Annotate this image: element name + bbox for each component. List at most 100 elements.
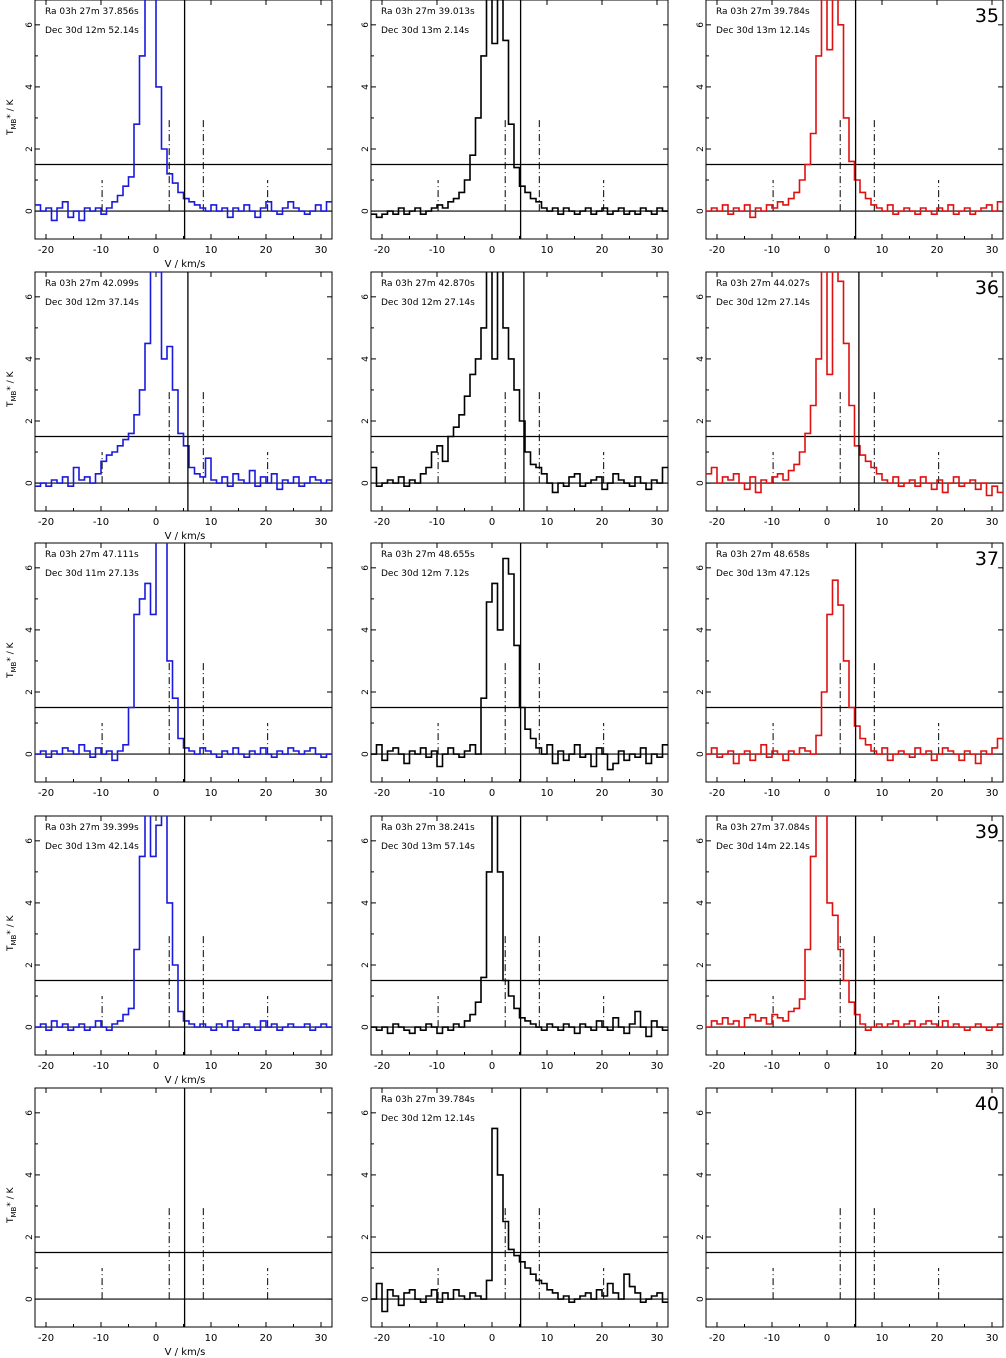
x-tick-label: -10 (93, 245, 109, 256)
x-tick-label: 10 (205, 788, 218, 799)
y-tick-label: 4 (696, 356, 706, 362)
x-tick-label: -20 (38, 517, 54, 528)
x-tick-label: 10 (876, 517, 889, 528)
x-tick-label: 20 (260, 1061, 273, 1072)
y-tick-label: 4 (696, 900, 706, 906)
y-tick-label: 2 (696, 1234, 706, 1240)
y-tick-label: 4 (361, 627, 371, 633)
x-tick-label: 0 (489, 517, 495, 528)
x-tick-label: -20 (709, 1061, 725, 1072)
x-tick-label: 20 (260, 517, 273, 528)
dec-label: Dec 30d 14m 22.14s (716, 842, 810, 852)
x-tick-label: 10 (541, 245, 554, 256)
y-tick-label: 2 (25, 418, 35, 424)
x-tick-label: 20 (596, 517, 609, 528)
x-tick-label: -20 (38, 245, 54, 256)
x-tick-label: -10 (429, 1061, 445, 1072)
y-tick-label: 6 (361, 22, 371, 28)
y-tick-label: 4 (25, 1172, 35, 1178)
y-tick-label: 6 (696, 838, 706, 844)
x-tick-label: -20 (374, 245, 390, 256)
ra-label: Ra 03h 27m 44.027s (716, 279, 810, 289)
y-axis-label: TMB* / K (6, 98, 18, 136)
ra-label: Ra 03h 27m 48.655s (381, 550, 475, 560)
spectrum-panel-r5c1: -20 -10 0 10 20 30 0 2 4 6 TMB* / K V / km/s (6, 1087, 333, 1358)
dec-label: Dec 30d 13m 42.14s (45, 842, 139, 852)
x-tick-label: 30 (986, 1061, 999, 1072)
x-axis-label: V / km/s (165, 531, 206, 542)
x-tick-label: 20 (931, 1333, 944, 1344)
y-tick-label: 6 (25, 294, 35, 300)
x-tick-label: 10 (205, 1061, 218, 1072)
spectrum-panel-r2c3: -20 -10 0 10 20 30 0 2 4 6 Ra 03h 27m 44.027s Dec 3… (696, 271, 1004, 528)
y-tick-label: 0 (361, 480, 371, 486)
dec-label: Dec 30d 13m 47.12s (716, 569, 810, 579)
spectrum-panel-r1c2: -20 -10 0 10 20 30 0 2 4 6 Ra 03h 27m 39.013s Dec 3… (361, 0, 669, 256)
x-tick-label: 20 (931, 517, 944, 528)
x-tick-label: 0 (824, 245, 830, 256)
y-tick-label: 2 (361, 146, 371, 152)
plot-frame (705, 1087, 1004, 1328)
x-tick-label: 0 (489, 1333, 495, 1344)
y-tick-label: 4 (25, 627, 35, 633)
row-number-label: 36 (975, 277, 999, 299)
x-tick-label: 30 (651, 517, 664, 528)
y-tick-label: 0 (25, 751, 35, 757)
y-tick-label: 6 (25, 1110, 35, 1116)
y-tick-label: 4 (361, 356, 371, 362)
y-tick-label: 2 (361, 418, 371, 424)
x-tick-label: 0 (153, 1061, 159, 1072)
y-axis-label: TMB* / K (6, 370, 18, 408)
ra-label: Ra 03h 27m 47.111s (45, 550, 139, 560)
x-tick-label: -10 (93, 1333, 109, 1344)
spectrum-line (706, 272, 1003, 497)
ra-label: Ra 03h 27m 37.856s (45, 7, 139, 17)
y-tick-label: 0 (696, 208, 706, 214)
y-tick-label: 2 (361, 962, 371, 968)
x-axis-label: V / km/s (165, 1075, 206, 1086)
x-tick-label: 10 (541, 1333, 554, 1344)
x-tick-label: -10 (764, 1333, 780, 1344)
dec-label: Dec 30d 12m 52.14s (45, 26, 139, 36)
spectrum-panel-r2c1: -20 -10 0 10 20 30 0 2 4 6 Ra 03h 27m 42.099s Dec 3… (6, 271, 333, 542)
x-tick-label: 30 (651, 1333, 664, 1344)
x-tick-label: -10 (429, 517, 445, 528)
x-tick-label: -10 (429, 788, 445, 799)
x-tick-label: 0 (824, 517, 830, 528)
y-tick-label: 2 (25, 146, 35, 152)
x-tick-label: -20 (709, 245, 725, 256)
dec-label: Dec 30d 12m 27.14s (381, 298, 475, 308)
spectrum-panel-r1c3: -20 -10 0 10 20 30 0 2 4 6 Ra 03h 27m 39.784s Dec 3… (696, 0, 1004, 256)
dec-label: Dec 30d 12m 27.14s (716, 298, 810, 308)
x-tick-label: 10 (876, 1061, 889, 1072)
y-tick-label: 0 (361, 751, 371, 757)
y-tick-label: 4 (696, 84, 706, 90)
x-tick-label: 10 (205, 1333, 218, 1344)
y-tick-label: 6 (696, 565, 706, 571)
spectrum-line (371, 0, 668, 219)
x-tick-label: 30 (315, 1333, 328, 1344)
y-tick-label: 2 (361, 689, 371, 695)
x-tick-label: 0 (153, 517, 159, 528)
x-tick-label: 20 (931, 245, 944, 256)
y-tick-label: 4 (696, 1172, 706, 1178)
y-tick-label: 6 (361, 294, 371, 300)
y-tick-label: 2 (696, 418, 706, 424)
y-tick-label: 4 (361, 1172, 371, 1178)
plot-frame (34, 1087, 333, 1328)
spectrum-line (371, 816, 668, 1038)
x-axis-label: V / km/s (165, 259, 206, 270)
x-tick-label: 0 (824, 1333, 830, 1344)
y-tick-label: 2 (361, 1234, 371, 1240)
y-tick-label: 2 (25, 1234, 35, 1240)
x-tick-label: 20 (596, 245, 609, 256)
y-tick-label: 6 (361, 565, 371, 571)
y-tick-label: 0 (361, 1024, 371, 1030)
x-tick-label: 30 (986, 245, 999, 256)
y-tick-label: 2 (696, 689, 706, 695)
x-tick-label: 0 (489, 788, 495, 799)
y-tick-label: 0 (25, 480, 35, 486)
spectrum-line (35, 816, 332, 1031)
x-tick-label: 10 (541, 517, 554, 528)
row-number-label: 39 (975, 821, 999, 843)
